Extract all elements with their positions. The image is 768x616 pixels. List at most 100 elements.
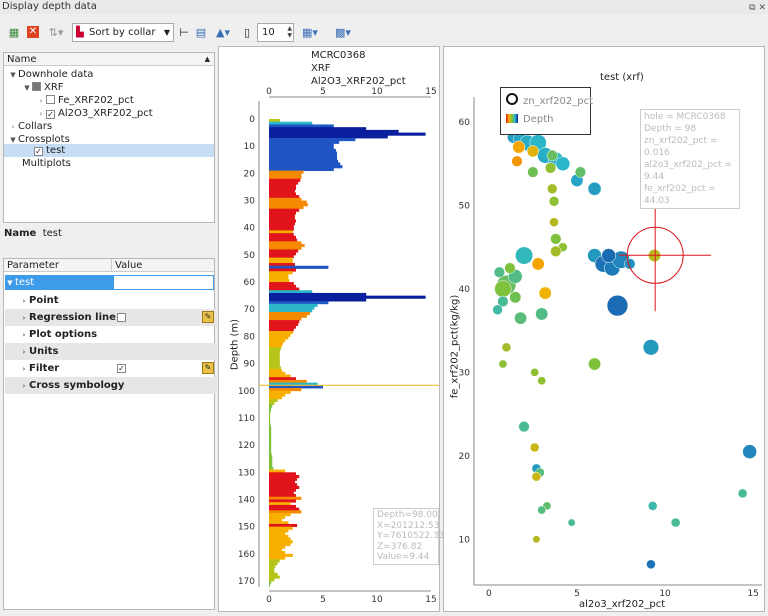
log-bar	[269, 398, 278, 403]
log-bar	[269, 181, 299, 185]
partial-checkbox[interactable]	[32, 82, 41, 91]
chart-options-icon[interactable]: ▩▾	[335, 25, 351, 39]
log-bar	[269, 453, 272, 457]
log-x-tick-top: 5	[320, 87, 326, 97]
tree-item-al2o3[interactable]: › ✓ Al2O3_XRF202_pct	[39, 108, 153, 119]
log-bar	[269, 176, 302, 180]
log-bar	[269, 537, 291, 541]
log-info-line: Value=9.44	[377, 552, 430, 562]
scatter-point	[535, 307, 549, 321]
log-bar	[269, 170, 304, 174]
size-legend-icon	[506, 93, 518, 105]
log-y-tick: 140	[238, 495, 255, 505]
scatter-point	[646, 559, 656, 570]
log-y-tick: 10	[244, 142, 256, 152]
log-bar	[269, 412, 271, 416]
add-icon[interactable]: ▦	[8, 25, 20, 39]
log-bar	[269, 393, 286, 397]
tree-item-collars[interactable]: › Collars	[11, 121, 53, 132]
layout-icon[interactable]: ▦▾	[302, 25, 318, 39]
table-view-icon[interactable]: ▤	[195, 25, 207, 39]
tree-item-label: Fe_XRF202_pct	[58, 95, 134, 106]
cross-plot-svg[interactable]: 0 5 10 15 10 20 30 40 50 60	[444, 47, 766, 613]
log-bar	[269, 119, 280, 123]
log-bar	[269, 339, 286, 343]
sort-combo[interactable]: ▙ Sort by collar ▼	[72, 23, 174, 42]
scatter-point	[514, 311, 527, 325]
checkbox-checked[interactable]: ✓	[34, 147, 43, 156]
param-row-regression[interactable]: › Regression line ✎	[5, 309, 217, 326]
log-bar	[269, 140, 340, 144]
regression-checkbox[interactable]	[117, 313, 126, 322]
log-y-tick: 130	[238, 468, 255, 478]
sort-icon: ▙	[76, 27, 84, 38]
log-bar	[269, 189, 295, 193]
scatter-point	[504, 262, 516, 274]
terrain-icon[interactable]: ▲▾	[216, 25, 230, 39]
legend-color-label: Depth	[523, 114, 554, 125]
scatter-point	[550, 233, 562, 245]
log-plot-svg[interactable]: 0055101015150102030405060708090100110120…	[219, 47, 441, 613]
tree-item-downhole[interactable]: ▼ Downhole data	[10, 69, 94, 80]
log-bar	[269, 513, 291, 517]
scatter-point	[587, 181, 602, 196]
log-bar	[269, 436, 272, 441]
tree-item-xrf[interactable]: ▼ XRF	[24, 82, 64, 93]
tree-item-crossplots[interactable]: ▼ Crossplots	[10, 134, 70, 145]
tree-item-test[interactable]: ✓ test	[4, 144, 214, 157]
log-bar	[269, 385, 323, 389]
log-bar	[269, 148, 336, 153]
log-bar	[269, 167, 334, 172]
log-bar	[269, 254, 294, 258]
spin-value: 10	[262, 27, 275, 38]
log-bar	[269, 369, 282, 373]
align-icon[interactable]: ⊢	[179, 25, 189, 39]
column-icon[interactable]: ▯	[243, 25, 251, 39]
checkbox-checked[interactable]: ✓	[46, 110, 55, 119]
log-bar	[269, 420, 271, 424]
param-row-filter[interactable]: › Filter ✓ ✎	[5, 360, 217, 377]
log-bar	[269, 238, 298, 242]
delete-icon[interactable]: ✕	[27, 26, 39, 38]
log-bar	[269, 439, 272, 443]
scatter-point	[601, 248, 616, 263]
log-bar	[269, 282, 294, 286]
edit-icon[interactable]: ✎	[202, 362, 214, 374]
param-root-test[interactable]: ▼ test	[5, 275, 113, 290]
tree-item-fe[interactable]: › Fe_XRF202_pct	[39, 95, 134, 106]
sort-up-icon[interactable]: ▲	[204, 55, 210, 63]
scatter-point	[531, 257, 545, 271]
spin-box[interactable]: 10 ▲ ▼	[257, 23, 294, 42]
log-y-tick: 0	[249, 115, 255, 125]
sort-direction-icon[interactable]: ⇅▾	[48, 25, 64, 39]
param-row-units[interactable]: › Units	[5, 343, 217, 360]
edit-icon[interactable]: ✎	[202, 311, 214, 323]
scatter-point	[544, 162, 557, 174]
log-bar	[269, 162, 341, 166]
log-bar	[269, 129, 399, 133]
window-controls[interactable]: ⧉ ✕	[749, 3, 766, 13]
scatter-point	[555, 156, 571, 172]
cross-y-tick: 30	[459, 368, 471, 378]
spin-arrows-icon[interactable]: ▲ ▼	[287, 25, 292, 39]
scatter-point	[670, 517, 681, 528]
param-row-plot-options[interactable]: › Plot options	[22, 329, 98, 340]
tree-item-multiplots[interactable]: Multiplots	[22, 157, 71, 170]
log-bar	[269, 534, 289, 538]
log-bar	[269, 559, 280, 563]
log-bar	[269, 377, 296, 381]
checkbox[interactable]	[46, 95, 55, 104]
log-bar	[269, 583, 271, 587]
param-col-header: Parameter	[4, 259, 112, 271]
filter-checkbox[interactable]: ✓	[117, 364, 126, 373]
param-root-value[interactable]	[113, 275, 214, 290]
log-bar	[269, 504, 296, 509]
name-value[interactable]: test	[42, 228, 62, 239]
log-bar	[269, 545, 286, 549]
log-bar	[269, 252, 296, 256]
log-bar	[269, 464, 273, 468]
log-bar	[269, 428, 272, 432]
param-row-point[interactable]: › Point	[22, 295, 59, 306]
param-row-cross-symbology[interactable]: › Cross symbology	[5, 377, 217, 394]
cross-y-tick: 60	[459, 118, 471, 128]
